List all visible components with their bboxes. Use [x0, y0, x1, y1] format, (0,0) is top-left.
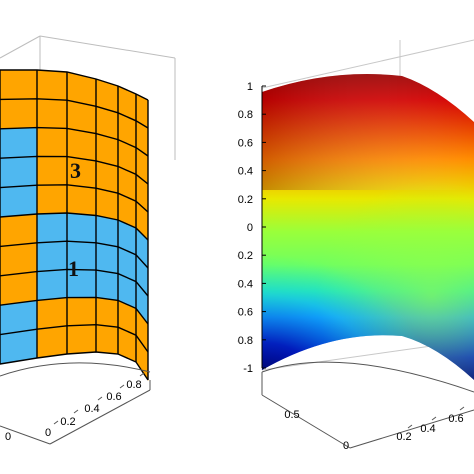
left-x-tick-mark [73, 409, 79, 414]
right-z-tick-label: 0.2 [238, 194, 253, 206]
right-surface-panel: 10.80.60.40.20-0.2-0.4-0.6-0.8-1 0.50 0.… [234, 39, 474, 452]
right-x-axis-line [349, 409, 474, 449]
left-x-axis-line [49, 389, 151, 445]
right-surface-red-shading [262, 74, 474, 190]
left-axes-box [0, 35, 176, 160]
surface-cell [66, 324, 97, 355]
right-z-ticks: 1 0.8 0.6 0.4 0.2 0 -0.2 -0.4 -0.6 -0.8 -1 [234, 81, 266, 375]
right-z-tick-label: 1 [247, 81, 253, 93]
right-x-tick-label: 0.4 [420, 423, 435, 435]
mesh-line-horizontal [0, 98, 149, 129]
left-x-tick-label: 0.2 [60, 416, 75, 428]
right-y-tick-label: 0.5 [284, 409, 299, 421]
surface-cell [0, 127, 38, 159]
mesh-line-horizontal [0, 351, 149, 381]
surface-cell [0, 98, 38, 130]
surface-cell [95, 269, 119, 301]
left-surface-panel: 3 1 0 0.2 0.4 0.6 0.8 0 [0, 35, 176, 445]
left-x-tick-label: 0.6 [106, 391, 121, 403]
surface-cell [95, 242, 119, 274]
right-y-axis-line [261, 394, 351, 449]
surface-cell [36, 297, 68, 330]
mesh-line-horizontal [0, 323, 149, 353]
left-box-edge-0 [0, 35, 41, 59]
right-z-tick-label: 0 [247, 222, 253, 234]
right-box-edge-0 [261, 39, 474, 89]
mesh-line-horizontal [0, 296, 149, 325]
surface-cell [36, 240, 68, 272]
surface-cell [36, 269, 68, 301]
surface-cell [66, 212, 97, 244]
left-y-ticks: 0 [5, 431, 11, 443]
left-x-tick-mark [139, 372, 145, 377]
right-x-tick-label: 0.2 [396, 431, 411, 443]
left-floor-front-edge [0, 425, 51, 445]
right-z-tick-label: -0.8 [234, 335, 253, 347]
right-y-tick-label: 0 [343, 440, 349, 452]
mesh-line-horizontal [0, 126, 149, 157]
surface-cell [0, 271, 38, 306]
surface-cell [66, 297, 97, 327]
left-x-tick-mark [53, 420, 59, 425]
left-x-tick-mark [119, 384, 125, 389]
surface-cell [36, 156, 68, 186]
right-z-tick-label: -0.6 [234, 307, 253, 319]
right-z-tick-label: -1 [243, 363, 253, 375]
surface-cell [95, 324, 119, 355]
right-z-tick-label: -0.2 [234, 250, 253, 262]
surface-cell [36, 212, 68, 244]
left-x-tick-label: 0 [45, 427, 51, 439]
left-x-tick-label: 0.4 [84, 403, 99, 415]
left-x-tick-mark [97, 396, 103, 401]
left-floor-axes [0, 362, 151, 445]
mesh-line-horizontal [0, 184, 149, 213]
surface-cell [0, 156, 38, 188]
right-floor-curve [261, 361, 474, 393]
left-box-edge-2 [39, 35, 176, 59]
right-z-tick-label: -0.4 [234, 278, 253, 290]
right-x-tick-mark [407, 424, 413, 429]
right-y-ticks: 0.50 [284, 409, 349, 452]
surface-cell [0, 184, 38, 218]
surface-cell [36, 325, 68, 359]
surface-cell [36, 184, 68, 215]
right-x-tick-mark [431, 416, 437, 421]
left-x-ticks: 0 0.2 0.4 0.6 0.8 [45, 372, 145, 439]
mesh-line-horizontal [0, 212, 149, 241]
left-floor-curve [0, 362, 151, 377]
right-z-tick-label: 0.8 [238, 109, 253, 121]
left-y-tick-label: 0 [5, 431, 11, 443]
left-surface-mesh [0, 69, 149, 381]
surface-cell [0, 213, 38, 247]
mesh-line-horizontal [0, 240, 149, 269]
surface-cell [36, 127, 68, 157]
mesh-line-horizontal [0, 155, 149, 185]
right-x-tick-label: 0.6 [448, 413, 463, 425]
right-x-tick-mark [459, 406, 465, 411]
left-x-tick-label: 0.8 [126, 379, 141, 391]
region-label-1: 1 [68, 256, 79, 281]
right-x-ticks: 0.2 0.4 0.6 [396, 406, 465, 443]
right-z-tick-label: 0.6 [238, 137, 253, 149]
right-z-tick-label: 0.4 [238, 166, 253, 178]
mesh-line-horizontal [0, 69, 149, 101]
surface-cell [95, 215, 119, 248]
surface-cell [66, 184, 97, 216]
region-label-3: 3 [70, 158, 81, 183]
surface-cell [0, 69, 38, 100]
mesh-line-horizontal [0, 268, 149, 297]
right-floor-axes [261, 361, 474, 449]
surface-cell [36, 69, 68, 101]
surface-cell [36, 98, 68, 129]
right-surface-colormap [262, 74, 474, 380]
surface-cell [95, 297, 119, 328]
surface-cell [0, 242, 38, 277]
